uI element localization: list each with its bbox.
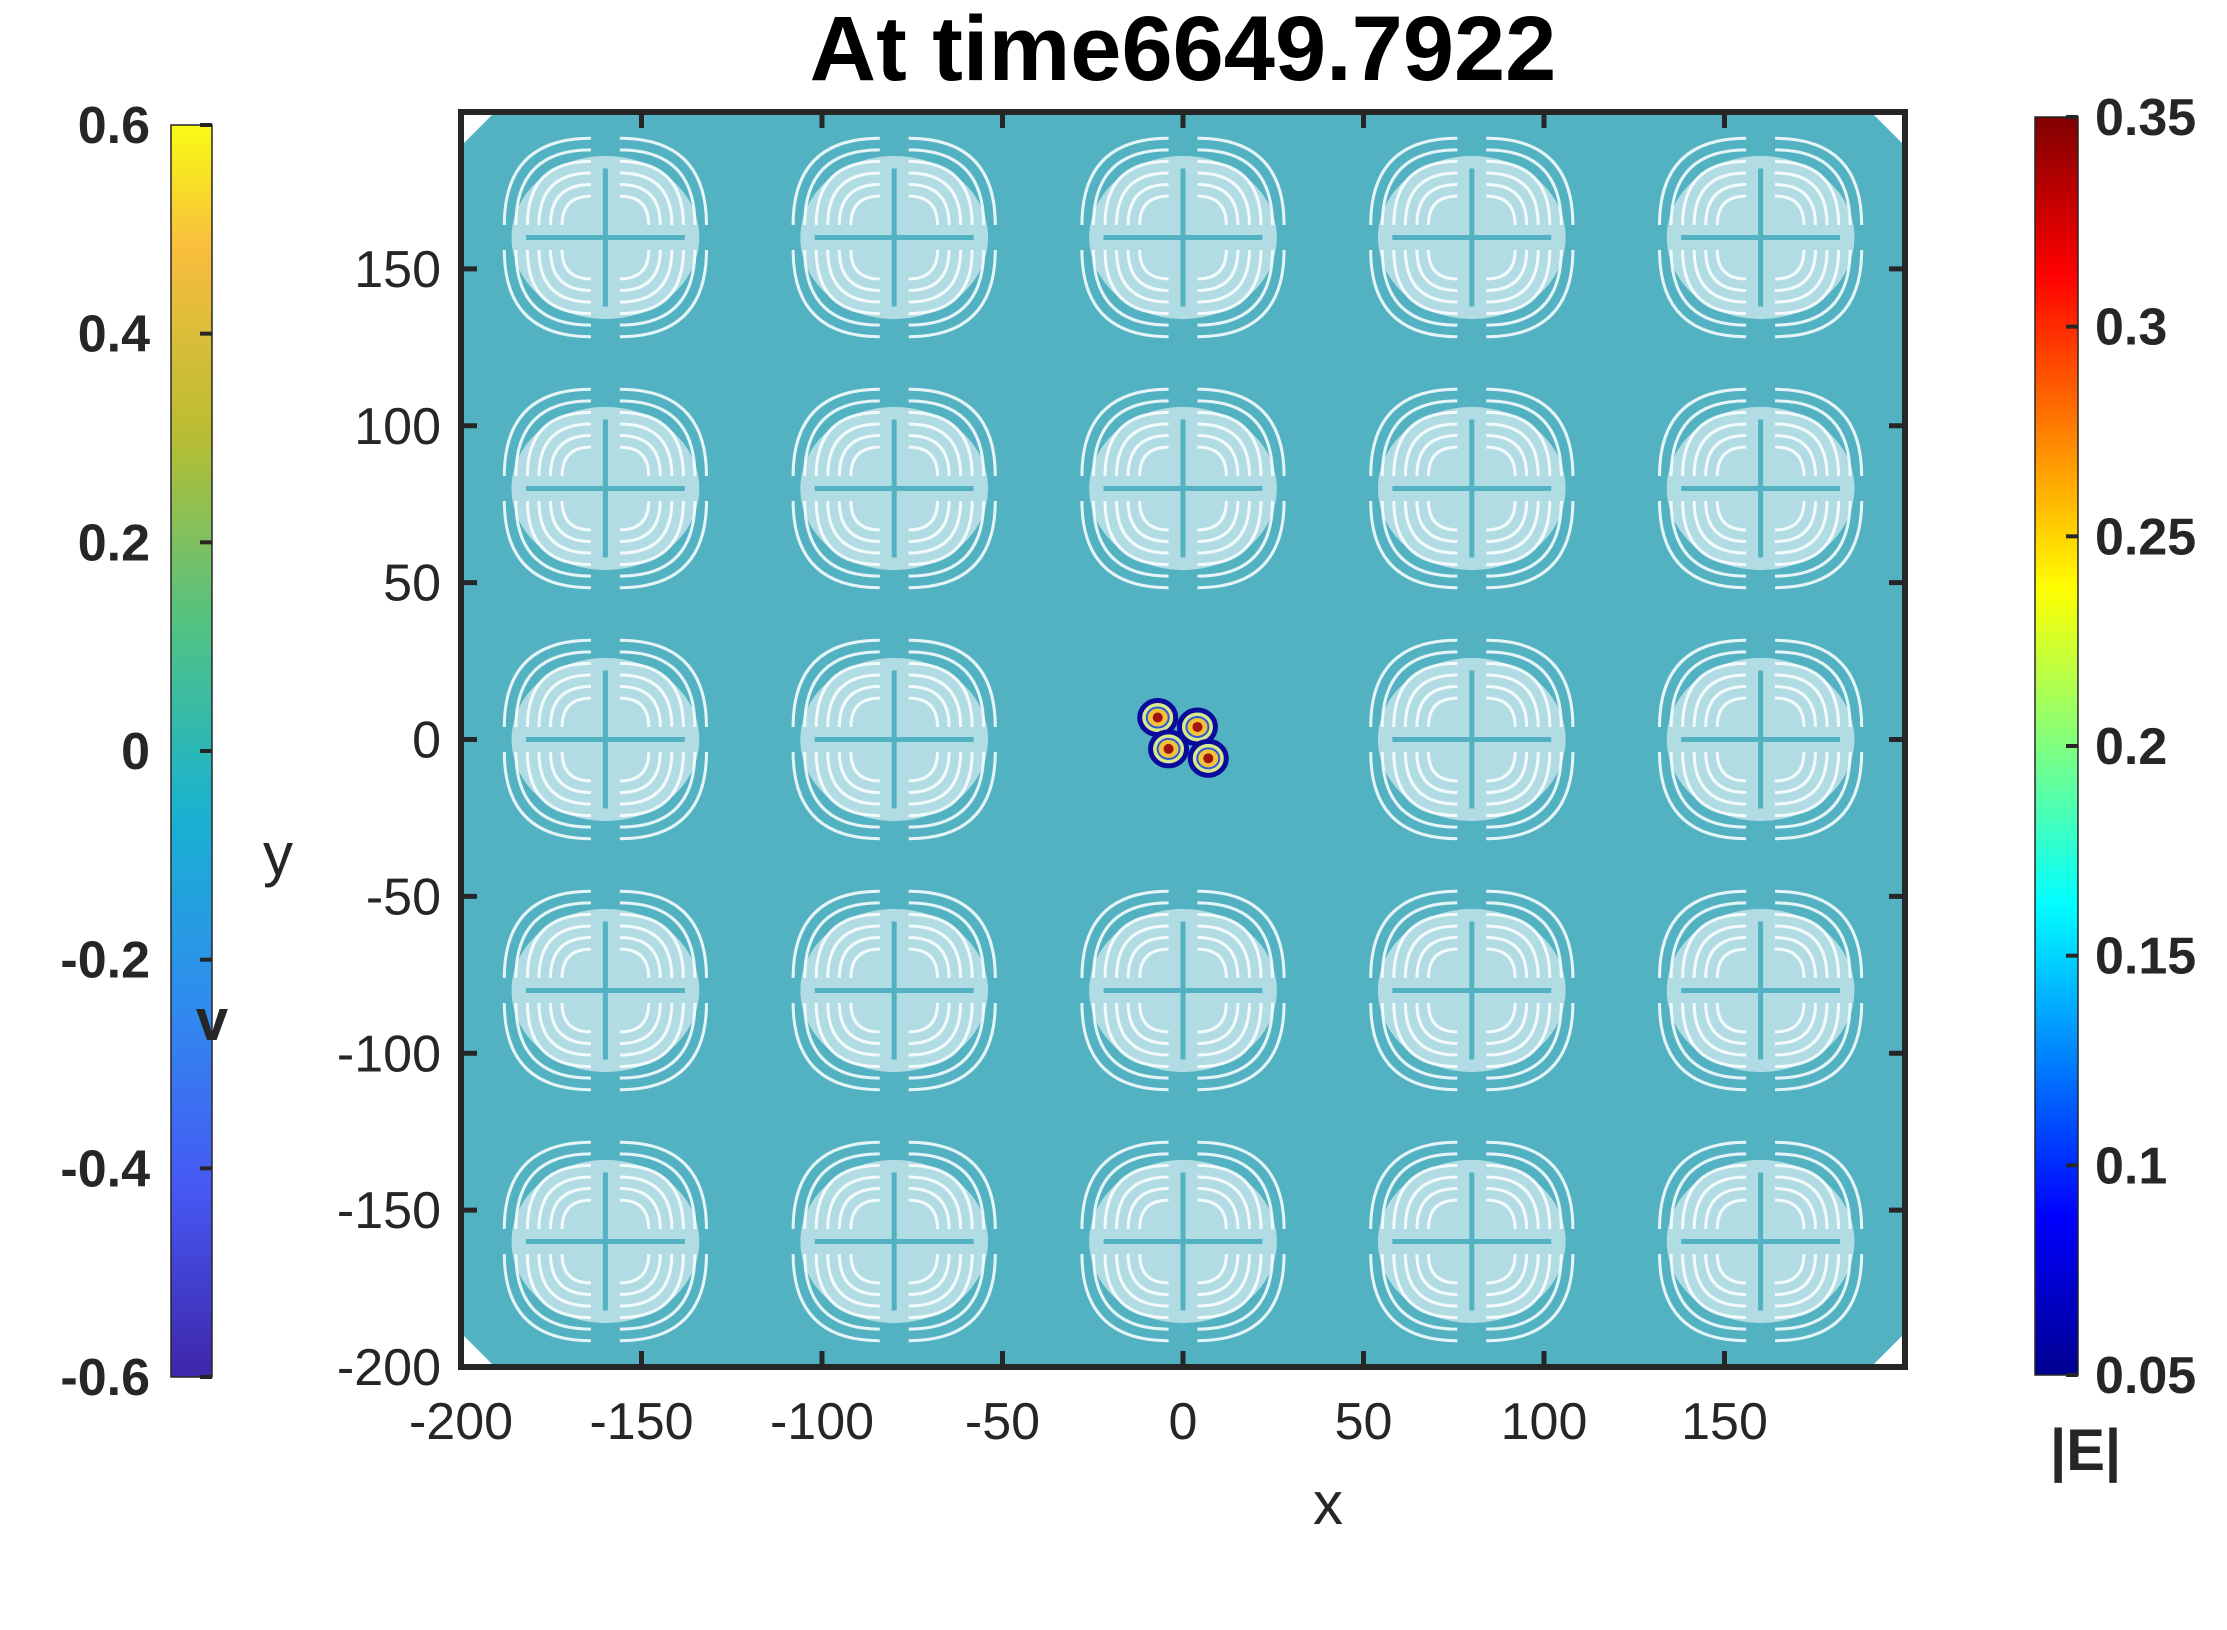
colorbar-right-tick-label: 0.35 — [2095, 89, 2196, 147]
y-tick-label: -150 — [337, 1182, 441, 1240]
lattice-cell — [791, 387, 997, 590]
colorbar-left-ticks: 0.6 0.4 0.2 0 -0.2 -0.4 -0.6 — [60, 97, 212, 1407]
lattice-cell — [1658, 387, 1864, 590]
colorbar-right-tick-label: 0.15 — [2095, 928, 2196, 986]
lattice-cell — [1658, 638, 1864, 841]
corner-cutoff — [1871, 112, 1905, 146]
corner-cutoff — [461, 1333, 495, 1367]
lattice-cell — [791, 1140, 997, 1343]
lattice-cell — [1369, 889, 1575, 1092]
colorbar-right-tick-label: 0.3 — [2095, 299, 2167, 357]
lattice-cell — [1369, 638, 1575, 841]
corner-cutoff — [461, 112, 495, 146]
colorbar-left: 0.6 0.4 0.2 0 -0.2 -0.4 -0.6 v — [60, 97, 228, 1407]
lattice-cell — [1080, 136, 1286, 339]
lattice-cell — [1658, 1140, 1864, 1343]
lattice-cell — [791, 136, 997, 339]
colorbar-right-label: |E| — [2050, 1418, 2121, 1483]
colorbar-right: 0.35 0.3 0.25 0.2 0.15 0.1 0.05 |E| — [2034, 89, 2196, 1483]
x-tick-label: -150 — [589, 1393, 693, 1451]
y-tick-label: -100 — [337, 1025, 441, 1083]
lattice-cell — [1080, 889, 1286, 1092]
corner-cutoff — [1871, 1333, 1905, 1367]
colorbar-left-tick-label: 0.6 — [78, 97, 150, 155]
y-tick-label: -50 — [366, 868, 441, 926]
x-tick-label: 150 — [1681, 1393, 1768, 1451]
x-tick-label: 50 — [1335, 1393, 1393, 1451]
lattice-cell — [502, 387, 708, 590]
x-tick-label: 0 — [1169, 1393, 1198, 1451]
y-tick-label: 150 — [354, 241, 441, 299]
lattice-cell — [791, 889, 997, 1092]
colorbar-left-tick-label: 0 — [121, 723, 150, 781]
lattice-cell — [502, 889, 708, 1092]
colorbar-left-tick-label: -0.6 — [60, 1349, 150, 1407]
colorbar-left-tick-label: 0.2 — [78, 514, 150, 572]
chart-title: At time6649.7922 — [810, 0, 1557, 100]
lattice-pattern — [461, 112, 1905, 1367]
lattice-cell — [1658, 136, 1864, 339]
spot — [1148, 729, 1190, 769]
x-tick-label: -200 — [409, 1393, 513, 1451]
colorbar-right-tick-label: 0.25 — [2095, 508, 2196, 566]
lattice-cell — [1080, 1140, 1286, 1343]
x-tick-label: -100 — [770, 1393, 874, 1451]
y-tick-label: 0 — [412, 712, 441, 770]
x-tick-label: -50 — [965, 1393, 1040, 1451]
colorbar-right-ticks: 0.35 0.3 0.25 0.2 0.15 0.1 0.05 — [2066, 89, 2196, 1405]
y-axis-ticks: -200 -150 -100 -50 0 50 100 150 — [337, 241, 1905, 1397]
y-tick-label: 100 — [354, 398, 441, 456]
lattice-cell — [502, 1140, 708, 1343]
lattice-cell — [502, 638, 708, 841]
colorbar-right-tick-label: 0.05 — [2095, 1347, 2196, 1405]
lattice-cell — [1369, 387, 1575, 590]
lattice-cell — [1369, 1140, 1575, 1343]
spot — [1187, 738, 1229, 778]
lattice-cell — [1369, 136, 1575, 339]
y-axis-label: y — [263, 821, 293, 888]
lattice-cell — [502, 136, 708, 339]
colorbar-right-tick-label: 0.2 — [2095, 718, 2167, 776]
plot-area: -200 -150 -100 -50 0 50 100 150 -200 -150 -100 -50… — [263, 109, 1908, 1537]
x-axis-ticks: -200 -150 -100 -50 0 50 100 150 — [409, 112, 1768, 1451]
y-tick-label: 50 — [383, 555, 441, 613]
x-tick-label: 100 — [1501, 1393, 1588, 1451]
colorbar-left-tick-label: 0.4 — [78, 306, 150, 364]
lattice-cell — [1080, 387, 1286, 590]
colorbar-left-label: v — [196, 988, 228, 1053]
y-tick-label: -200 — [337, 1339, 441, 1397]
spot — [1137, 698, 1179, 738]
colorbar-right-tick-label: 0.1 — [2095, 1137, 2167, 1195]
x-axis-label: x — [1313, 1470, 1343, 1537]
lattice-cell — [791, 638, 997, 841]
spots — [1137, 698, 1229, 778]
lattice-cell — [1658, 889, 1864, 1092]
colorbar-left-tick-label: -0.4 — [60, 1140, 150, 1198]
colorbar-left-tick-label: -0.2 — [60, 932, 150, 990]
